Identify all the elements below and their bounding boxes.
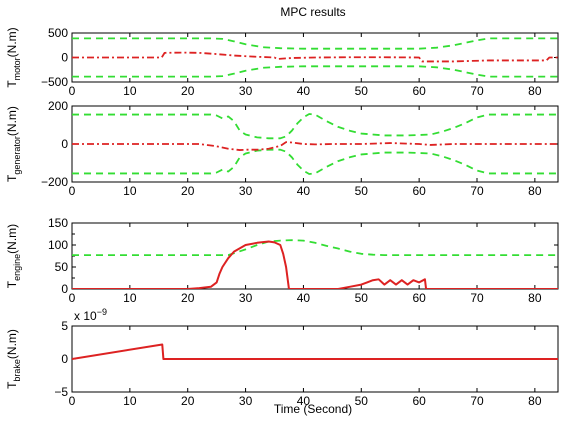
- x-tick-label: 70: [470, 84, 484, 98]
- y-tick-label: 0: [61, 137, 68, 151]
- y-axis-label-unit: (N.m): [5, 27, 19, 57]
- x-tick-label: 30: [239, 394, 253, 408]
- series-line-1: [72, 239, 558, 257]
- series-group: [72, 113, 558, 175]
- y-tick-label: 50: [55, 260, 69, 274]
- x-tick-label: 20: [181, 291, 195, 305]
- y-tick-label: 0: [61, 51, 68, 65]
- chart-title: MPC results: [280, 5, 345, 19]
- x-tick-label: 10: [123, 84, 137, 98]
- x-tick-label: 20: [181, 394, 195, 408]
- x-tick-label: 10: [123, 184, 137, 198]
- y-scale-multiplier: x 10−9: [74, 307, 107, 323]
- series-line-1: [72, 343, 558, 360]
- series-line-3: [72, 51, 558, 63]
- x-tick-label: 70: [470, 184, 484, 198]
- x-tick-label: 60: [412, 291, 426, 305]
- x-tick-label: 10: [123, 291, 137, 305]
- x-tick-label: 50: [355, 184, 369, 198]
- y-axis-label-unit: (N.m): [5, 329, 19, 359]
- x-tick-label: 70: [470, 394, 484, 408]
- y-tick-label: 0: [61, 282, 68, 296]
- x-tick-label: 50: [355, 291, 369, 305]
- x-tick-label: 80: [528, 291, 542, 305]
- y-axis-label-main: T: [5, 280, 19, 288]
- y-tick-label: 150: [48, 216, 68, 230]
- x-tick-label: 0: [69, 291, 76, 305]
- series-line-3: [72, 141, 558, 151]
- y-axis-label: Tbrake(N.m): [5, 329, 22, 389]
- series-line-2: [72, 240, 558, 289]
- x-tick-label: 20: [181, 184, 195, 198]
- y-axis-label: Tgenerator(N.m): [5, 106, 22, 182]
- y-tick-label: 100: [48, 238, 68, 252]
- y-tick-label: −500: [41, 75, 68, 89]
- x-tick-label: 0: [69, 394, 76, 408]
- x-tick-label: 0: [69, 84, 76, 98]
- y-axis-label-subscript: brake: [12, 359, 22, 382]
- x-tick-label: 40: [297, 184, 311, 198]
- series-group: [72, 37, 558, 78]
- series-line-2: [72, 65, 558, 78]
- x-tick-label: 80: [528, 394, 542, 408]
- series-group: [72, 343, 558, 360]
- y-tick-label: 500: [48, 26, 68, 40]
- series-line-1: [72, 37, 558, 50]
- x-tick-label: 0: [69, 184, 76, 198]
- series-group: [72, 239, 558, 289]
- y-tick-label: −5: [54, 385, 68, 399]
- y-axis-label: Tengine(N.m): [5, 224, 22, 288]
- x-tick-label: 60: [412, 84, 426, 98]
- x-tick-label: 70: [470, 291, 484, 305]
- y-tick-label: −200: [41, 175, 68, 189]
- panel-3: 0 10 20 30 40 50 60 70 80 0 50 100 150 Tengine(N.m): [5, 216, 559, 305]
- y-axis-label-unit: (N.m): [5, 224, 19, 254]
- x-tick-label: 60: [412, 394, 426, 408]
- series-line-2: [72, 148, 558, 175]
- y-axis-label-subscript: engine: [12, 254, 22, 281]
- x-tick-label: 30: [239, 184, 253, 198]
- x-tick-label: 80: [528, 84, 542, 98]
- y-tick-label: 200: [48, 99, 68, 113]
- x-tick-label: 30: [239, 291, 253, 305]
- x-tick-label: 80: [528, 184, 542, 198]
- y-axis-label-main: T: [5, 80, 19, 88]
- x-tick-label: 50: [355, 84, 369, 98]
- x-tick-label: 40: [297, 84, 311, 98]
- y-axis-label-subscript: generator: [12, 136, 22, 175]
- series-line-1: [72, 113, 558, 140]
- x-tick-label: 50: [355, 394, 369, 408]
- x-tick-label: 40: [297, 291, 311, 305]
- y-axis-label-subscript: motor: [12, 57, 22, 80]
- y-tick-label: 5: [61, 319, 68, 333]
- x-tick-label: 40: [297, 394, 311, 408]
- y-axis-label-main: T: [5, 174, 19, 182]
- x-tick-label: 30: [239, 84, 253, 98]
- y-axis-label-unit: (N.m): [5, 106, 19, 136]
- x-axis-label: Time (Second): [274, 402, 352, 416]
- y-axis-label-main: T: [5, 381, 19, 389]
- x-tick-label: 20: [181, 84, 195, 98]
- x-tick-label: 60: [412, 184, 426, 198]
- y-scale-base: x 10: [74, 309, 97, 323]
- x-tick-label: 10: [123, 394, 137, 408]
- y-scale-exponent: −9: [97, 307, 107, 317]
- y-tick-label: 0: [61, 352, 68, 366]
- y-axis-label: Tmotor(N.m): [5, 27, 22, 87]
